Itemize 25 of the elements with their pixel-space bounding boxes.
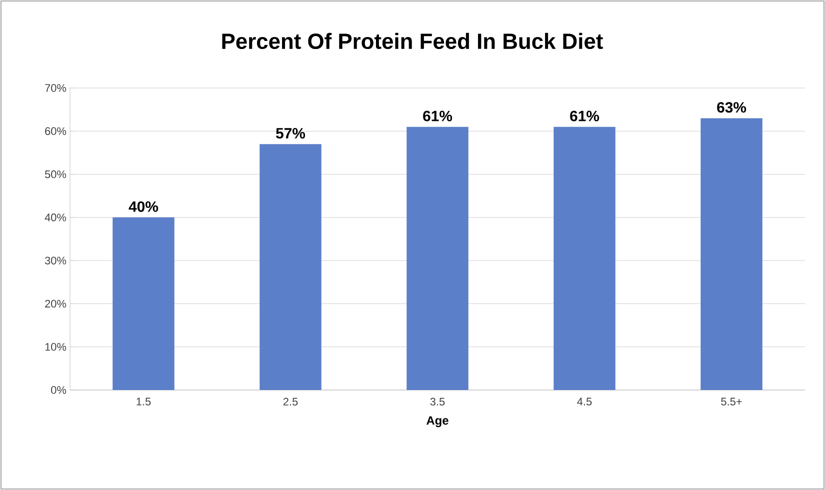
x-tick-label: 2.5 (283, 398, 298, 406)
data-label: 61% (423, 110, 452, 122)
x-tick-label: 4.5 (577, 398, 592, 406)
x-tick-label: 5.5+ (721, 398, 742, 406)
data-label: 57% (276, 128, 306, 139)
x-tick-label: 3.5 (430, 398, 445, 406)
data-label: 61% (570, 110, 600, 122)
bar (554, 126, 616, 390)
y-tick-label: 40% (44, 214, 66, 222)
chart-title: Percent Of Protein Feed In Buck Diet (222, 32, 603, 50)
y-tick-label: 60% (45, 127, 66, 136)
data-label: 63% (717, 102, 746, 113)
bar (700, 118, 762, 390)
x-axis-title: Age (426, 416, 448, 428)
y-tick-label: 0% (51, 386, 66, 394)
bar (260, 144, 322, 390)
y-tick-label: 20% (45, 300, 66, 308)
y-tick-label: 10% (45, 342, 66, 351)
bar (112, 217, 174, 390)
y-tick-label: 30% (44, 256, 66, 264)
data-label: 40% (128, 201, 158, 212)
y-tick-label: 50% (44, 170, 66, 178)
x-tick-label: 1.5 (136, 398, 151, 406)
y-tick-label: 70% (45, 84, 66, 92)
bar (406, 126, 468, 390)
